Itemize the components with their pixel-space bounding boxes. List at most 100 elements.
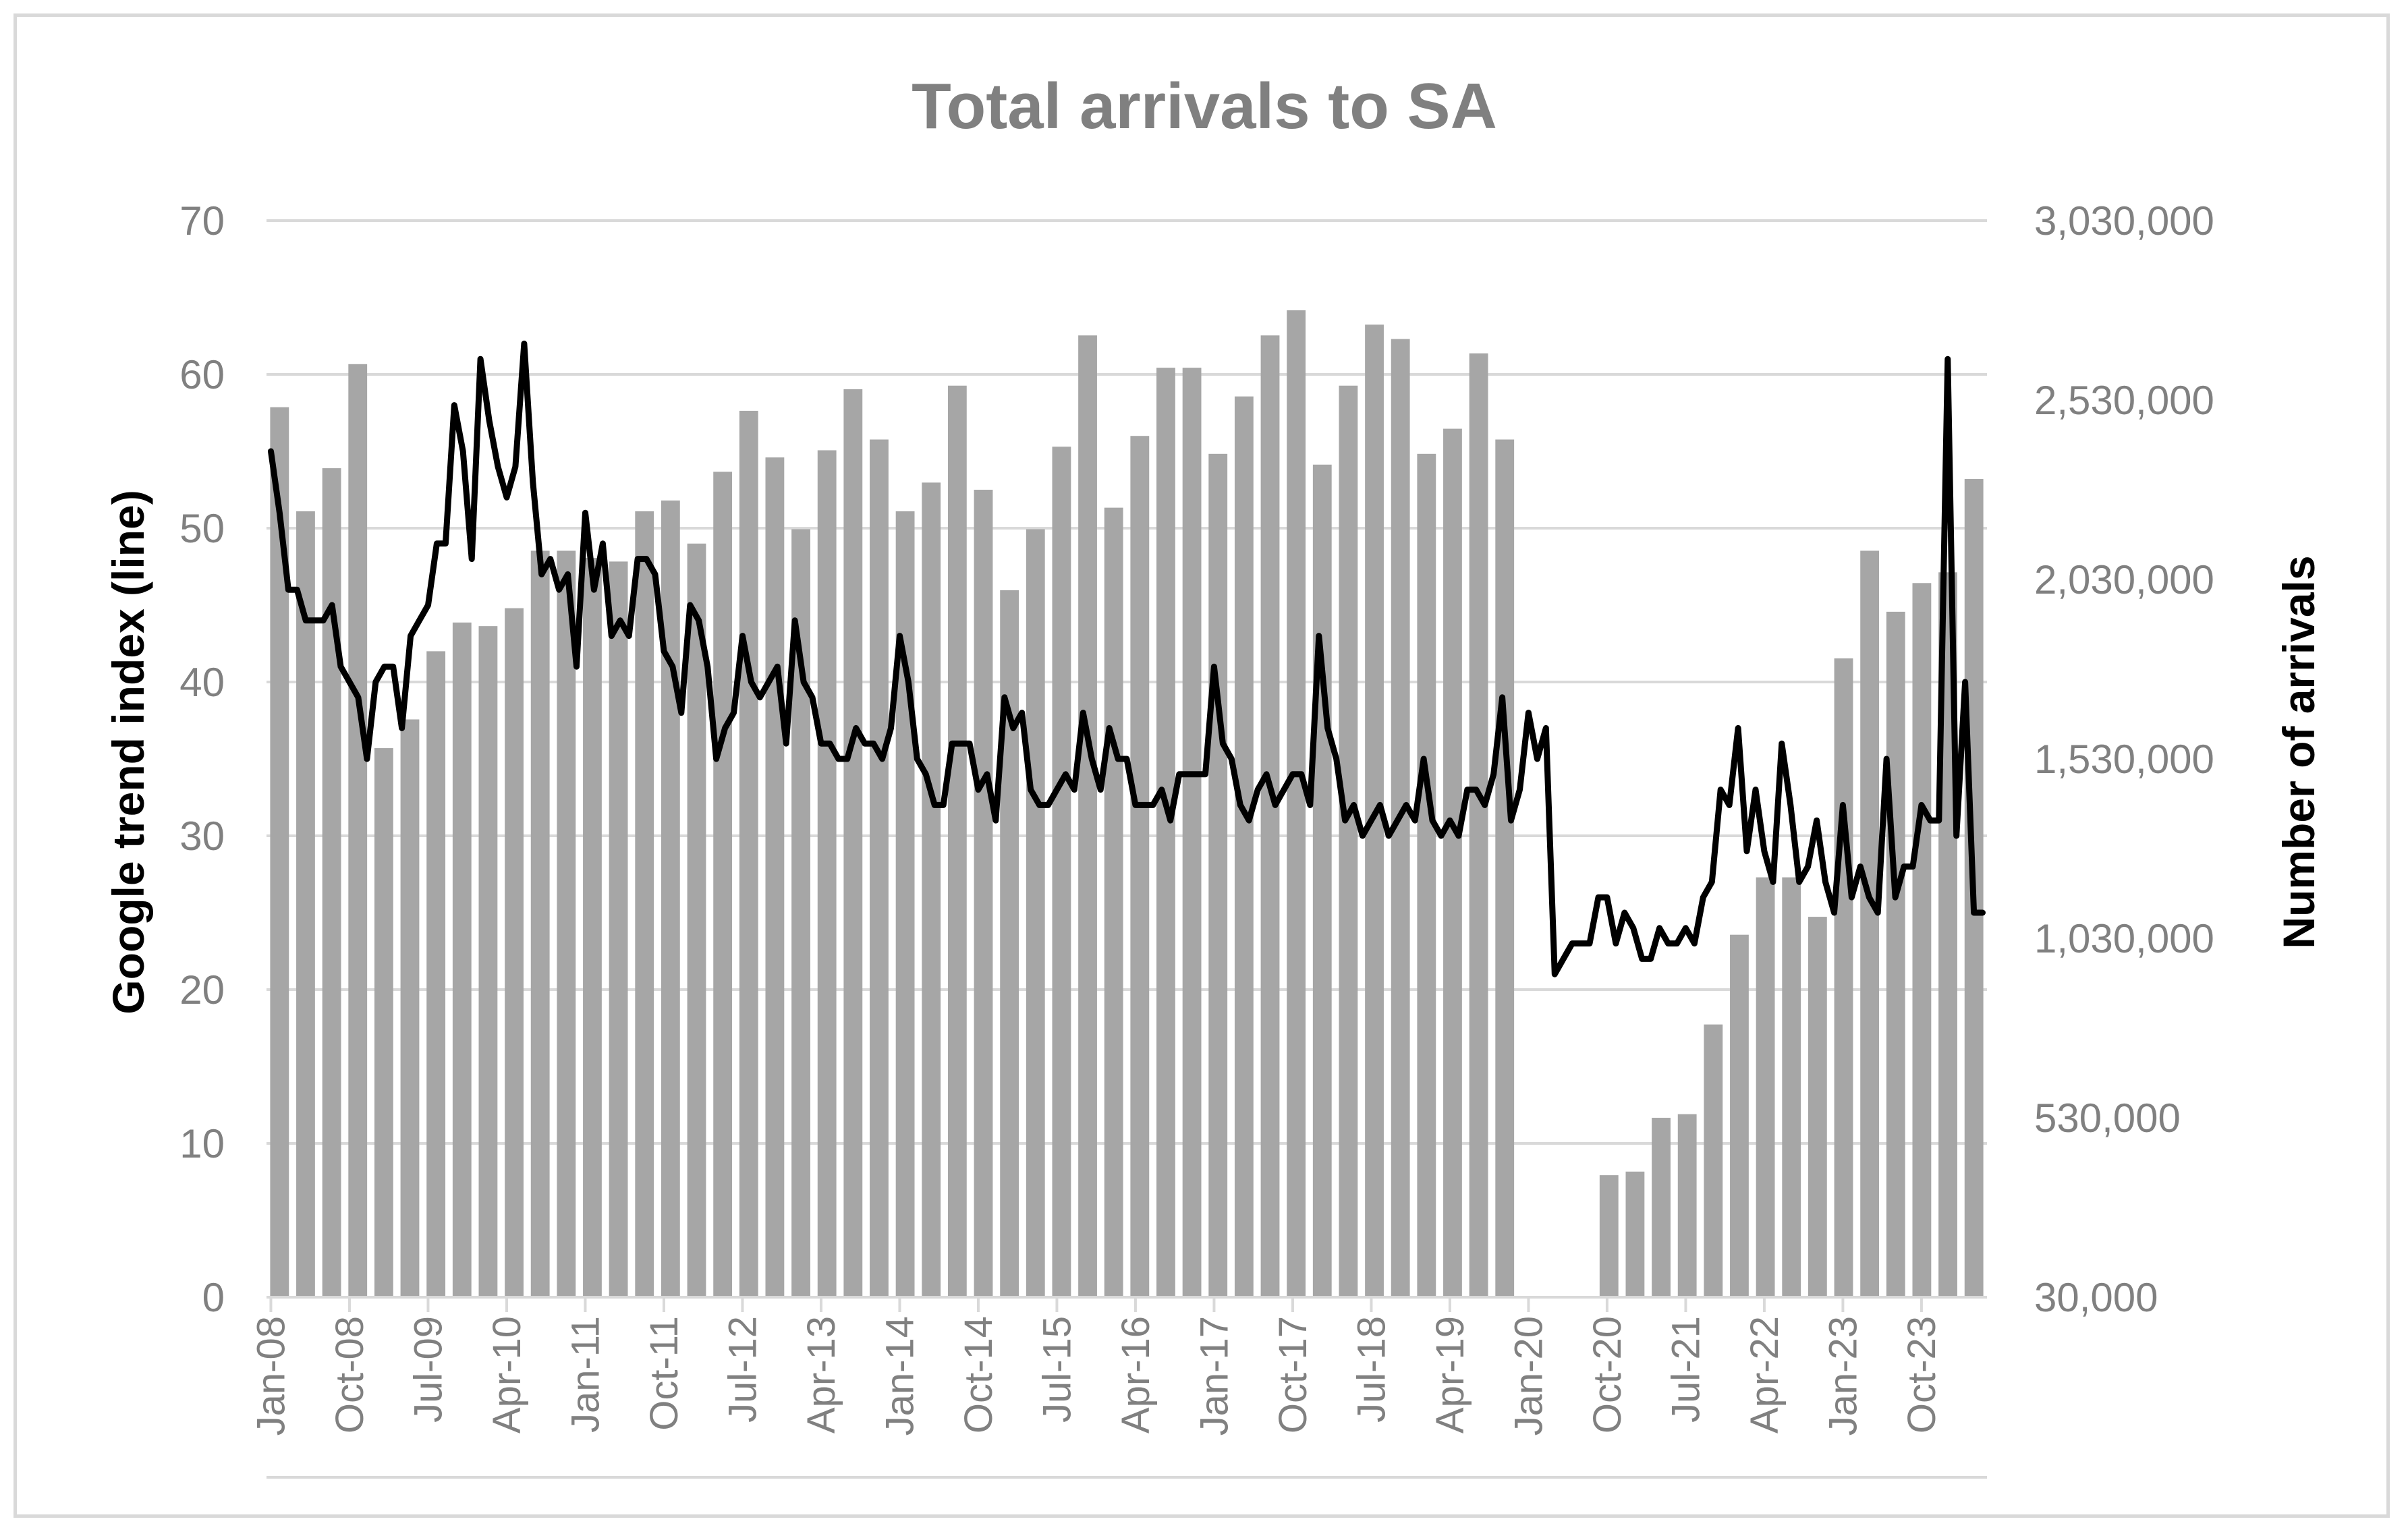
x-axis: Jan-08 Oct-08 Jul-09 Apr-10 Jan-11 Oct-11 Jul-… xyxy=(249,1296,1987,1479)
arrival-bar xyxy=(530,550,550,1298)
chart-frame: Total arrivals to SA Jan-08 Oct-08 Jul-09 A… xyxy=(13,13,2390,1518)
arrival-bar xyxy=(765,457,785,1297)
x-tick-label: Jan-20 xyxy=(1507,1316,1550,1435)
y-left-tick-label: 20 xyxy=(179,967,225,1013)
arrival-bar xyxy=(1912,583,1932,1297)
arrival-bar xyxy=(635,511,654,1298)
arrival-bar xyxy=(713,472,733,1297)
arrival-bar xyxy=(1782,877,1801,1297)
y-left-tick-label: 0 xyxy=(202,1275,225,1320)
x-tick-label: Jul-09 xyxy=(406,1316,450,1423)
y-left-tick-label: 50 xyxy=(179,506,225,551)
x-tick-label: Jan-14 xyxy=(878,1316,922,1435)
x-tick-label: Jan-17 xyxy=(1192,1316,1236,1435)
y-right-tick-label: 1,530,000 xyxy=(2034,737,2214,782)
arrival-bar xyxy=(1469,353,1488,1297)
arrival-bar xyxy=(1339,385,1358,1297)
arrival-bar xyxy=(1495,439,1515,1297)
arrival-bar xyxy=(1026,529,1045,1297)
arrival-bar xyxy=(1052,447,1071,1298)
arrival-bar xyxy=(1756,877,1775,1297)
arrival-bar xyxy=(1287,310,1306,1297)
arrival-bar xyxy=(426,651,446,1297)
x-tick-label: Jul-15 xyxy=(1035,1316,1079,1423)
arrival-bar xyxy=(1886,611,1905,1297)
x-tick-label: Apr-13 xyxy=(800,1316,843,1433)
combo-chart: Total arrivals to SA Jan-08 Oct-08 Jul-09 A… xyxy=(103,70,2324,1479)
arrival-bar xyxy=(296,511,315,1298)
arrival-bar xyxy=(843,389,863,1297)
gridlines xyxy=(267,219,1987,1299)
arrival-bar xyxy=(1652,1118,1671,1297)
arrival-bar xyxy=(895,511,915,1298)
left-axis-title: Google trend index (line) xyxy=(103,490,153,1014)
y-left-tick-label: 70 xyxy=(179,198,225,244)
y-right-tick-label: 2,030,000 xyxy=(2034,557,2214,602)
arrival-bar xyxy=(1704,1024,1723,1297)
arrival-bar xyxy=(687,543,706,1297)
x-tick-label: Oct-08 xyxy=(328,1316,372,1433)
arrival-bar xyxy=(505,608,524,1297)
arrival-bar xyxy=(1130,436,1150,1298)
y-right-tick-label: 2,530,000 xyxy=(2034,378,2214,423)
arrival-bar xyxy=(1417,453,1436,1297)
x-tick-label: Oct-14 xyxy=(957,1316,1001,1433)
x-tick-label: Apr-19 xyxy=(1428,1316,1472,1433)
x-tick-label: Jul-21 xyxy=(1664,1316,1708,1423)
x-tick-label: Jan-08 xyxy=(249,1316,293,1435)
x-tick-label: Jul-12 xyxy=(721,1316,764,1423)
right-y-axis: 30,000 530,000 1,030,000 1,530,000 2,030,000… xyxy=(2034,198,2214,1320)
arrival-bar xyxy=(322,468,341,1297)
arrival-bar xyxy=(478,626,498,1297)
arrival-bar xyxy=(348,364,368,1297)
arrival-bar xyxy=(270,407,289,1297)
y-right-tick-label: 530,000 xyxy=(2034,1096,2181,1141)
arrival-bar xyxy=(739,410,758,1298)
x-tick-label: Apr-22 xyxy=(1743,1316,1787,1433)
x-tick-label: Apr-10 xyxy=(485,1316,529,1433)
arrival-bar xyxy=(374,748,393,1297)
chart-title: Total arrivals to SA xyxy=(912,70,1497,142)
arrival-bar xyxy=(1808,917,1827,1297)
x-tick-label: Jan-11 xyxy=(563,1316,607,1433)
arrival-bar xyxy=(1208,453,1228,1297)
x-tick-label: Oct-23 xyxy=(1900,1316,1944,1433)
arrival-bar xyxy=(1182,368,1202,1297)
y-left-tick-label: 60 xyxy=(179,352,225,397)
arrival-bar xyxy=(974,490,993,1297)
arrival-bar xyxy=(1625,1171,1645,1297)
arrivals-bars xyxy=(270,310,1984,1298)
arrival-bar xyxy=(609,561,628,1297)
y-left-tick-label: 30 xyxy=(179,814,225,859)
arrival-bar xyxy=(1312,464,1332,1297)
trend-line xyxy=(268,340,1986,977)
x-tick-label: Oct-20 xyxy=(1586,1316,1629,1433)
x-tick-label: Jul-18 xyxy=(1349,1316,1393,1423)
arrival-bar xyxy=(1078,335,1097,1297)
arrival-bar xyxy=(947,385,967,1297)
y-left-tick-label: 10 xyxy=(179,1121,225,1166)
y-left-tick-label: 40 xyxy=(179,660,225,705)
arrival-bar xyxy=(1443,428,1462,1297)
x-tick-label: Apr-16 xyxy=(1114,1316,1158,1433)
trend-polyline xyxy=(268,340,1986,977)
arrival-bar xyxy=(557,550,576,1298)
x-tick-label: Jan-23 xyxy=(1821,1316,1865,1435)
arrival-bar xyxy=(661,500,680,1298)
arrival-bar xyxy=(1677,1114,1697,1297)
arrival-bar xyxy=(1834,658,1853,1297)
arrival-bar xyxy=(452,622,472,1297)
arrival-bar xyxy=(817,450,837,1297)
y-right-tick-label: 30,000 xyxy=(2034,1275,2158,1320)
arrival-bar xyxy=(1599,1175,1619,1297)
y-right-tick-label: 1,030,000 xyxy=(2034,916,2214,961)
y-right-tick-label: 3,030,000 xyxy=(2034,198,2214,244)
arrival-bar xyxy=(400,719,420,1297)
arrival-bar xyxy=(1260,335,1280,1297)
arrival-bar xyxy=(1104,507,1123,1297)
arrival-bar xyxy=(1234,396,1254,1298)
right-axis-title: Number of arrivals xyxy=(2274,555,2324,948)
arrival-bar xyxy=(922,482,941,1297)
arrival-bar xyxy=(1860,550,1880,1298)
x-tick-label: Oct-11 xyxy=(642,1316,686,1431)
